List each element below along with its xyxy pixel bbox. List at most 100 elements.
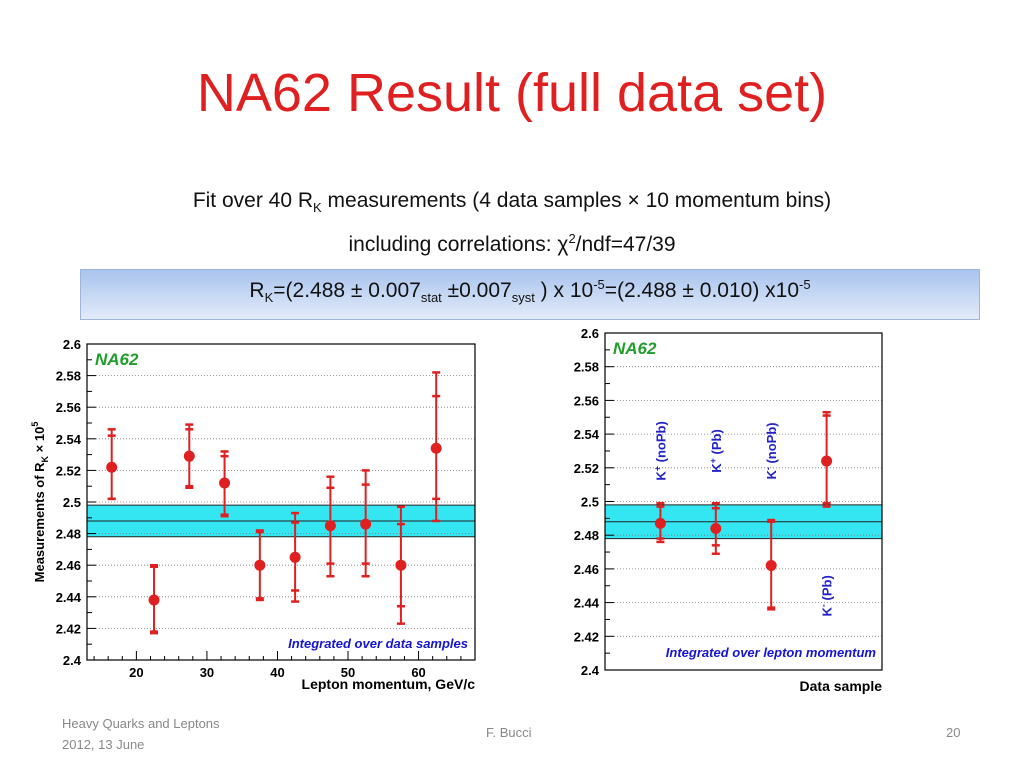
x-tick-label: 40 <box>270 665 284 680</box>
integration-annotation: Integrated over lepton momentum <box>666 645 877 660</box>
plot-area <box>605 333 882 670</box>
y-axis-label-a: Measurements of R <box>32 462 47 583</box>
data-point <box>654 517 666 529</box>
sample-label-tag: (Pb) <box>820 575 835 604</box>
x-tick-label: 50 <box>341 665 355 680</box>
sample-label-charge: - <box>819 604 829 607</box>
result-c: ±0.007 <box>441 279 512 302</box>
x-tick-label: 60 <box>411 665 425 680</box>
plot-frame <box>604 332 883 671</box>
integration-annotation: Integrated over data samples <box>288 636 468 651</box>
y-axis-label-b: × 10 <box>32 427 47 456</box>
fit-description: Fit over 40 RK measurements (4 data samp… <box>0 189 1024 215</box>
sample-label: K- (Pb) <box>819 575 835 616</box>
corr-text-b: /ndf=47/39 <box>575 233 676 256</box>
result-box <box>80 269 980 320</box>
result-b: =(2.488 ± 0.007 <box>273 279 421 302</box>
data-point <box>710 522 722 534</box>
data-point <box>148 594 160 606</box>
data-point <box>395 559 407 571</box>
data-point <box>183 450 195 462</box>
sample-label-name: K <box>709 463 724 473</box>
plot-frame <box>86 343 476 661</box>
y-tick-label: 2.44 <box>574 596 600 611</box>
footer-conference: Heavy Quarks and Leptons 2012, 13 June <box>62 713 262 755</box>
experiment-label: NA62 <box>613 339 657 358</box>
sample-label-charge: + <box>652 466 662 471</box>
result-sub2: stat <box>420 290 442 306</box>
slide-title: NA62 Result (full data set) <box>196 63 828 123</box>
data-point <box>219 477 231 489</box>
sample-label-tag: (noPb) <box>653 421 668 466</box>
result-sup1: -5 <box>593 277 605 292</box>
y-axis-label-sup: 5 <box>30 422 40 427</box>
y-tick-label: 2.4 <box>581 663 600 678</box>
x-tick-label: 20 <box>129 665 143 680</box>
data-point <box>324 520 336 532</box>
data-point <box>289 551 301 563</box>
y-tick-label: 2.42 <box>574 629 599 644</box>
sample-label-tag: (Pb) <box>709 429 724 458</box>
y-tick-label: 2.5 <box>581 495 599 510</box>
x-tick-label: 30 <box>200 665 214 680</box>
y-tick-label: 2.56 <box>574 393 599 408</box>
sample-label-name: K <box>653 471 668 481</box>
sample-label-charge: - <box>763 467 773 470</box>
sample-label: K+ (noPb) <box>652 421 668 480</box>
fit-text-a: Fit over 40 R <box>192 189 314 212</box>
result-sup2: -5 <box>799 277 811 292</box>
footer-conference-line2: 2012, 13 June <box>62 737 145 752</box>
data-point <box>821 455 833 467</box>
y-tick-label: 2.52 <box>574 461 599 476</box>
y-tick-label: 2.42 <box>56 621 81 636</box>
sample-label-tag: (noPb) <box>764 422 779 467</box>
data-point <box>360 518 372 530</box>
x-axis-label: Lepton momentum, GeV/c <box>302 676 476 692</box>
y-tick-label: 2.44 <box>56 590 82 605</box>
y-axis-label: Measurements of RK × 105 <box>30 422 50 583</box>
page-number: 20 <box>946 725 961 740</box>
sample-label: K+ (Pb) <box>708 429 724 473</box>
sample-label-charge: + <box>708 458 718 463</box>
result-d: ) x 10 <box>534 279 594 302</box>
y-tick-label: 2.54 <box>574 427 600 442</box>
y-tick-label: 2.4 <box>63 653 82 668</box>
y-tick-label: 2.48 <box>574 528 599 543</box>
y-tick-label: 2.6 <box>581 326 599 341</box>
y-tick-label: 2.6 <box>63 337 81 352</box>
fit-text-b: measurements (4 data samples × 10 moment… <box>321 189 832 212</box>
y-tick-label: 2.46 <box>574 562 599 577</box>
data-point <box>765 560 777 572</box>
corr-text-a: including correlations: χ <box>348 233 569 256</box>
y-tick-label: 2.54 <box>56 432 82 447</box>
y-tick-label: 2.58 <box>574 360 599 375</box>
y-axis-label-sub: K <box>40 455 50 462</box>
result-e: =(2.488 ± 0.010) x10 <box>604 279 800 302</box>
result-a: R <box>249 279 265 302</box>
result-sub1: K <box>264 290 274 306</box>
sample-label-name: K <box>820 607 835 617</box>
sample-label-name: K <box>764 470 779 480</box>
average-band <box>87 505 475 537</box>
fit-text-sub: K <box>313 200 322 216</box>
average-band <box>605 504 882 539</box>
result-formula: RK=(2.488 ± 0.007stat ±0.007syst ) x 10-… <box>80 277 980 305</box>
data-point <box>106 461 118 473</box>
footer-author: F. Bucci <box>486 725 532 740</box>
y-tick-label: 2.52 <box>56 463 81 478</box>
data-point <box>430 442 442 454</box>
y-tick-label: 2.48 <box>56 527 81 542</box>
y-tick-label: 2.46 <box>56 558 81 573</box>
result-sub3: syst <box>511 290 535 306</box>
footer-conference-line1: Heavy Quarks and Leptons <box>62 716 220 731</box>
correlation-description: including correlations: χ2/ndf=47/39 <box>0 231 1024 257</box>
sample-label: K- (noPb) <box>763 422 779 479</box>
plot-area <box>87 344 475 660</box>
experiment-label: NA62 <box>95 350 139 369</box>
corr-text-sup: 2 <box>568 231 576 246</box>
x-axis-label: Data sample <box>800 678 883 694</box>
y-tick-label: 2.5 <box>63 495 81 510</box>
data-point <box>254 559 266 571</box>
y-tick-label: 2.56 <box>56 400 81 415</box>
y-tick-label: 2.58 <box>56 369 81 384</box>
